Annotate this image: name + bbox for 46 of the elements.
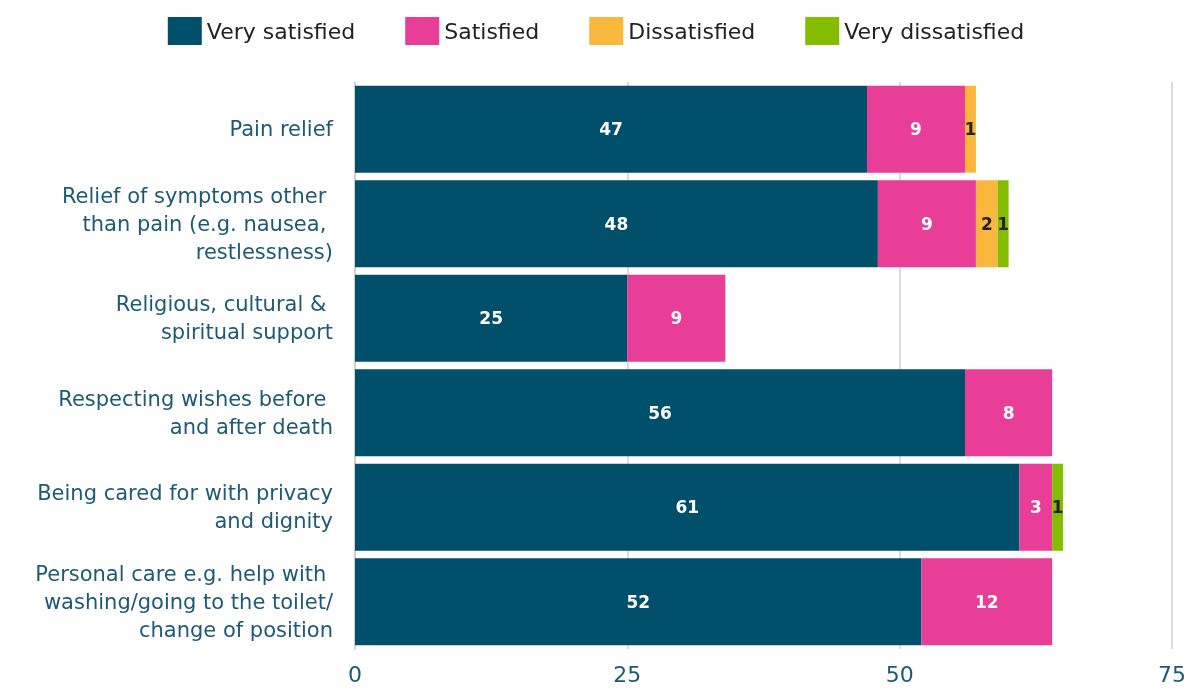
data-label: 8 — [1002, 402, 1015, 423]
bar — [355, 85, 867, 173]
data-label: 56 — [648, 402, 672, 423]
legend-label: Dissatisfied — [628, 18, 756, 44]
x-tick-label: 0 — [348, 661, 362, 687]
x-tick-label: 25 — [613, 661, 642, 687]
data-label: 48 — [604, 213, 629, 234]
bar — [355, 558, 922, 646]
y-tick-label: Relief of symptoms other than pain (e.g. nausea, restlessness) — [61, 183, 333, 264]
data-label: 2 — [980, 213, 993, 234]
bar — [1019, 463, 1053, 551]
bar — [921, 558, 1053, 646]
bar — [355, 180, 878, 268]
data-label: 12 — [974, 591, 999, 612]
y-tick-label: Respecting wishes before and after death — [58, 386, 333, 439]
data-label: 1 — [964, 119, 977, 140]
bar — [355, 369, 966, 457]
y-tick-label: Religious, cultural & spiritual support — [115, 292, 333, 345]
legend-label: Very satisfied — [206, 18, 356, 44]
y-tick-label: Being cared for with privacy and dignity — [37, 481, 333, 534]
bar — [877, 180, 976, 268]
data-label: 9 — [670, 308, 683, 329]
bar — [965, 85, 976, 173]
data-label: 52 — [626, 591, 651, 612]
data-label: 47 — [599, 119, 623, 140]
data-label: 9 — [910, 119, 922, 140]
bar — [627, 274, 726, 362]
data-label: 1 — [997, 213, 1010, 234]
data-label: 61 — [675, 497, 700, 518]
y-tick-label: Pain relief — [229, 117, 334, 142]
bar — [997, 180, 1009, 268]
bar — [355, 274, 628, 362]
bar — [1052, 463, 1064, 551]
x-tick-label: 75 — [1158, 661, 1186, 687]
data-label: 9 — [920, 213, 933, 234]
data-label: 1 — [1051, 497, 1064, 518]
data-label: 25 — [479, 308, 503, 329]
bar — [355, 463, 1020, 551]
bar — [866, 85, 966, 173]
legend-label: Satisfied — [444, 18, 540, 44]
data-label: 3 — [1029, 497, 1042, 518]
legend-label: Very dissatisfied — [844, 18, 1025, 44]
bar — [975, 180, 998, 268]
x-tick-label: 50 — [885, 661, 914, 687]
bar — [965, 369, 1053, 457]
y-tick-label: Personal care e.g. help with washing/going to the toilet/change of position — [35, 561, 334, 642]
